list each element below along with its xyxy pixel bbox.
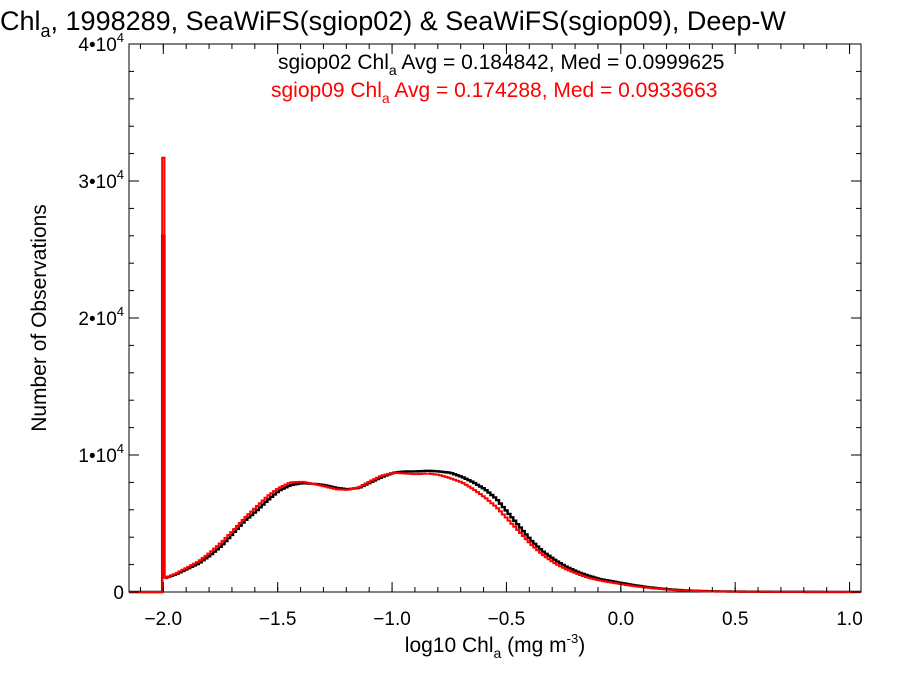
legend-entry-sgiop02: sgiop02 Chla Avg = 0.184842, Med = 0.099…: [278, 51, 724, 78]
y-tick-label: 1•104: [78, 441, 124, 467]
chart-title: Chla, 1998289, SeaWiFS(sgiop02) & SeaWiF…: [0, 6, 786, 41]
x-tick-label: 0.0: [608, 609, 634, 630]
x-tick-label: 1.0: [836, 609, 862, 630]
x-axis-label: log10 Chla (mg m-3): [405, 631, 585, 661]
y-axis-label: Number of Observations: [28, 204, 51, 432]
legend-entry-sgiop09: sgiop09 Chla Avg = 0.174288, Med = 0.093…: [271, 79, 717, 106]
x-tick-label: −0.5: [488, 609, 526, 630]
y-tick-label: 2•104: [78, 304, 124, 330]
y-tick-label: 3•104: [78, 167, 124, 193]
x-tick-label: −1.5: [259, 609, 297, 630]
y-tick-label: 4•104: [78, 30, 124, 56]
series-line-sgiop09: [129, 156, 861, 593]
series-sgiop02: [129, 234, 861, 594]
series-sgiop09: [129, 156, 861, 593]
x-tick-label: 0.5: [722, 609, 748, 630]
x-tick-label: −2.0: [145, 609, 183, 630]
series-line-sgiop02: [129, 234, 861, 594]
tick-layer: −2.0 −1.5 −1.0 −0.5 0.0 0.5 1.0 0 1•104 2•104 3•10…: [78, 30, 862, 630]
y-tick-label: 0: [113, 583, 124, 604]
series-layer: [129, 156, 861, 594]
x-tick-label: −1.0: [373, 609, 411, 630]
legend: sgiop02 Chla Avg = 0.184842, Med = 0.099…: [271, 51, 724, 106]
plot-frame: [128, 43, 862, 593]
